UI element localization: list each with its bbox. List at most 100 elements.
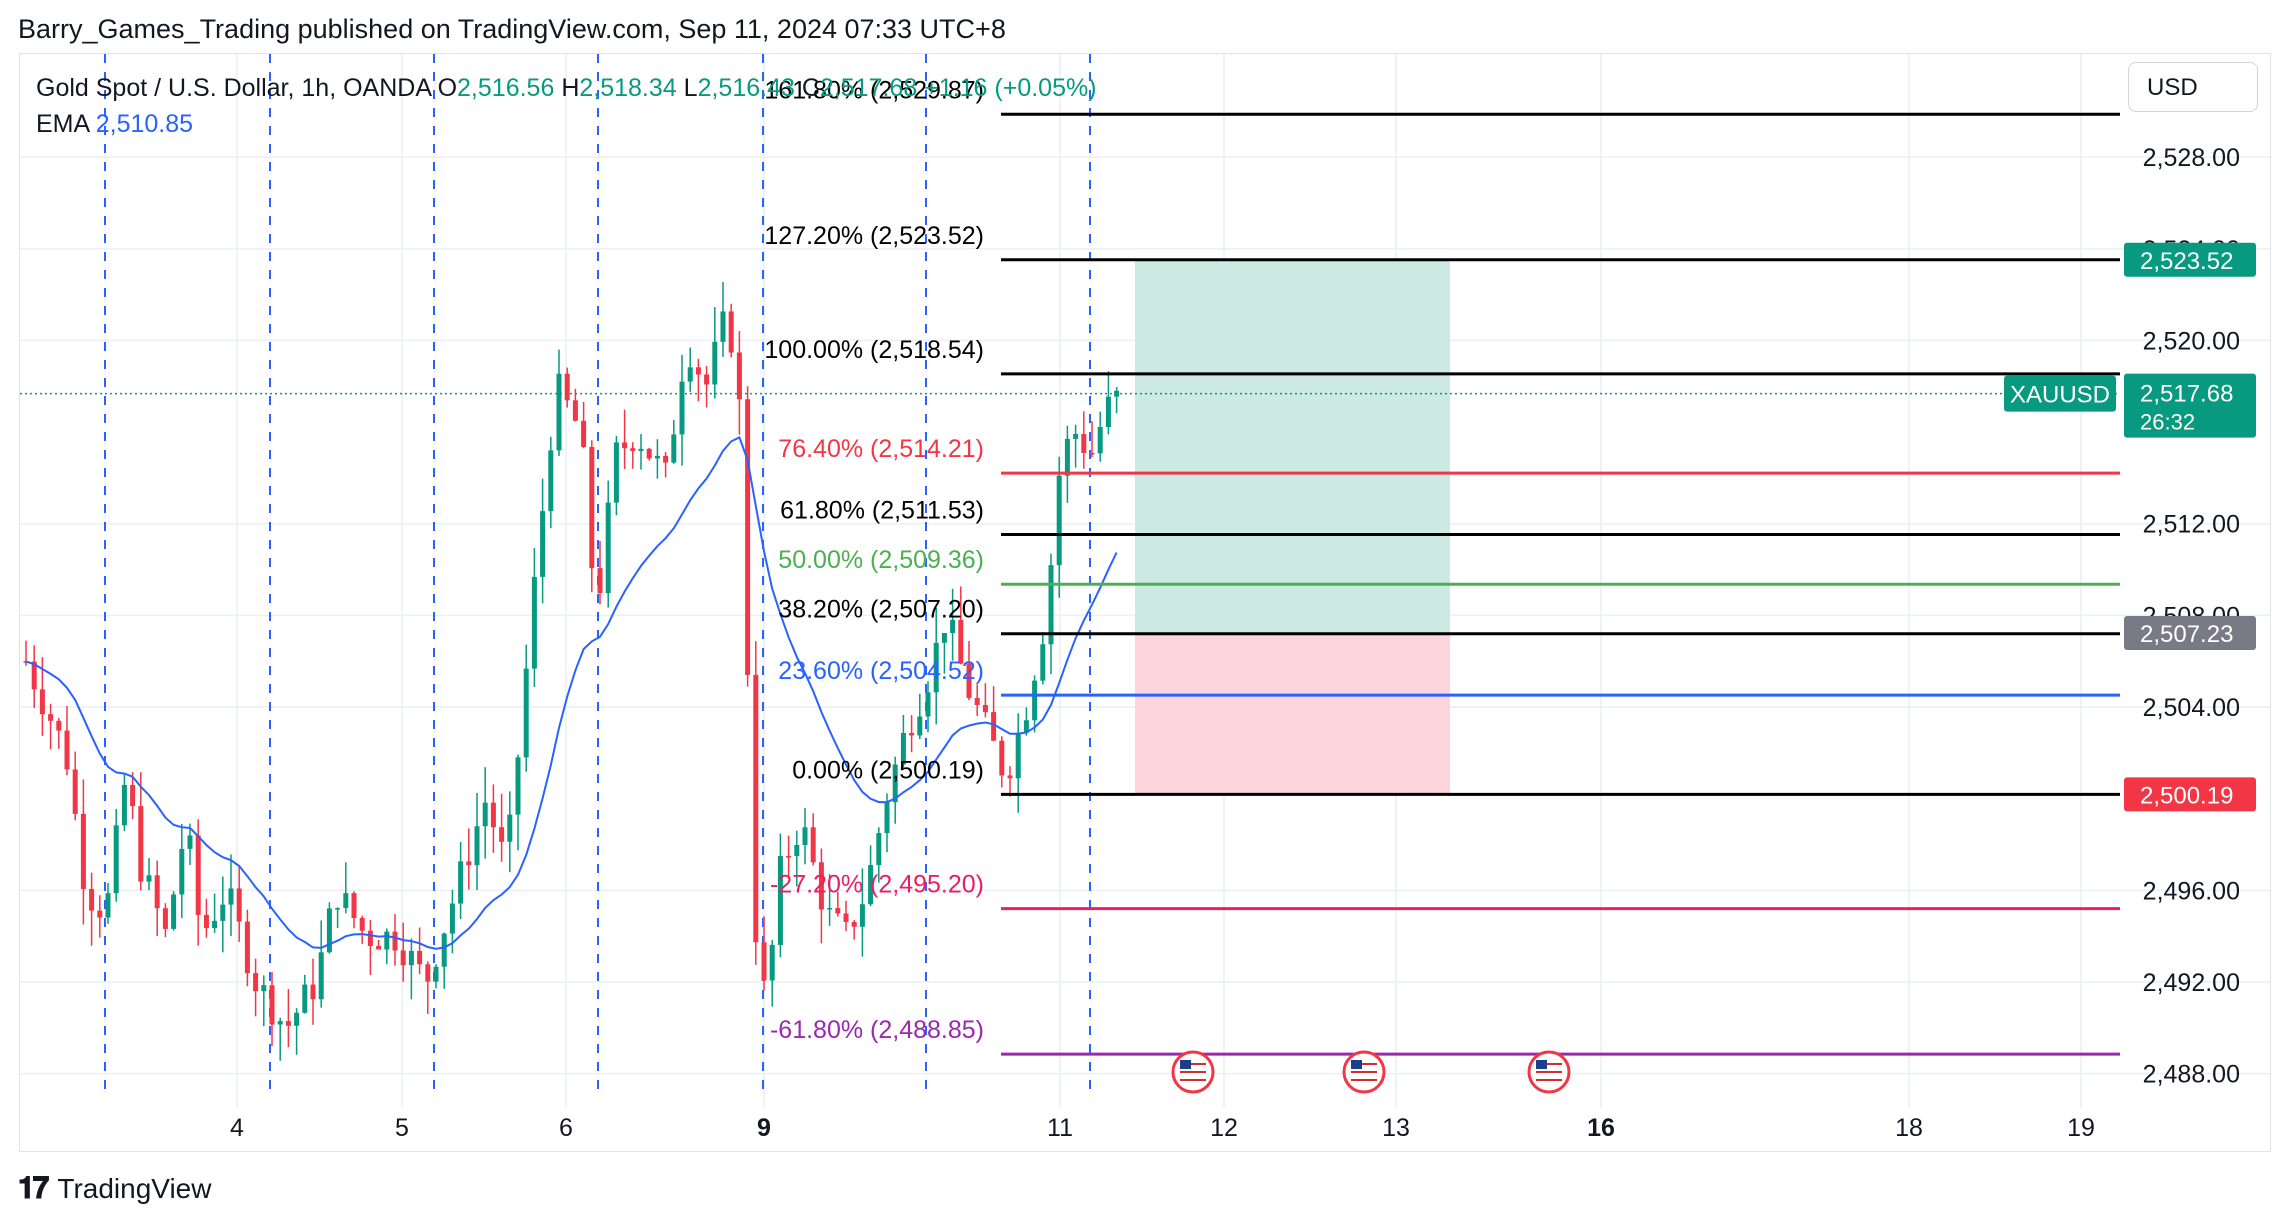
- candle-body: [384, 931, 390, 950]
- candle-body: [794, 844, 800, 857]
- candle-body: [687, 367, 693, 382]
- close-value: 2,517.68: [819, 74, 918, 102]
- tradingview-logo-icon: 𝟏𝟕: [18, 1172, 49, 1205]
- us-flag-icon[interactable]: [1342, 1050, 1386, 1094]
- candle-body: [318, 952, 324, 1000]
- candle-body: [605, 502, 611, 594]
- candle-body: [802, 827, 808, 845]
- candle-body: [1089, 452, 1095, 455]
- candle-body: [827, 908, 833, 910]
- ema-line: [25, 436, 1118, 950]
- flag-stripe: [1180, 1071, 1206, 1073]
- candle-body: [376, 946, 382, 950]
- candle-body: [400, 950, 406, 966]
- flag-stripe: [1180, 1079, 1206, 1081]
- candle-body: [556, 373, 562, 451]
- candle-body: [310, 984, 316, 1000]
- flag-stripe: [1536, 1067, 1562, 1069]
- chart-frame: [19, 53, 2271, 1152]
- candle-body: [950, 619, 956, 634]
- candle-body: [999, 740, 1005, 776]
- candle-body: [843, 913, 849, 922]
- symbol-title[interactable]: Gold Spot / U.S. Dollar, 1h, OANDA: [36, 74, 431, 102]
- flag-stripe: [1351, 1067, 1377, 1069]
- candle-body: [179, 848, 185, 895]
- flag-stripe: [1180, 1075, 1206, 1077]
- flag-canton: [1351, 1060, 1362, 1069]
- us-flag-icon[interactable]: [1527, 1050, 1571, 1094]
- time-tick-label: 12: [1210, 1114, 1238, 1142]
- candle-body: [507, 814, 513, 842]
- candle-body: [786, 855, 792, 858]
- ema-label[interactable]: EMA: [36, 110, 89, 138]
- event-flags: [1171, 1050, 1571, 1094]
- candle-body: [900, 732, 906, 765]
- candle-body: [187, 835, 193, 849]
- flag-stripe: [1180, 1063, 1206, 1065]
- us-flag-icon[interactable]: [1171, 1050, 1215, 1094]
- candle-body: [851, 921, 857, 927]
- candle-body: [531, 576, 537, 669]
- candle-body: [753, 674, 759, 943]
- fib-level-label: 23.60% (2,504.52): [778, 657, 984, 685]
- candle-body: [285, 1021, 291, 1026]
- candle-body: [1048, 565, 1054, 645]
- candle-body: [679, 381, 685, 435]
- candle-body: [277, 1021, 283, 1025]
- fib-level-label: 61.80% (2,511.53): [780, 496, 984, 524]
- candle-body: [818, 862, 824, 910]
- candle-body: [220, 904, 226, 921]
- low-label: L: [683, 74, 698, 102]
- candle-body: [1040, 644, 1046, 681]
- candle-body: [712, 341, 718, 385]
- tradingview-logo[interactable]: 𝟏𝟕 TradingView: [18, 1172, 211, 1206]
- ema-value: 2,510.85: [95, 110, 194, 138]
- candle-body: [80, 813, 86, 889]
- flag-stripe: [1351, 1063, 1377, 1065]
- price-tick-label: 2,504.00: [2143, 694, 2240, 722]
- candle-body: [572, 400, 578, 421]
- fib-level-label: -61.80% (2,488.85): [770, 1016, 984, 1044]
- flag-stripe: [1536, 1075, 1562, 1077]
- candle-body: [48, 714, 54, 721]
- ema-row: EMA 2,510.85: [36, 106, 1097, 142]
- open-label: O: [437, 74, 458, 102]
- candle-body: [1073, 433, 1079, 439]
- candle-body: [1023, 720, 1029, 733]
- candle-body: [1015, 732, 1021, 779]
- price-tick-label: 2,520.00: [2143, 327, 2240, 355]
- candle-body: [884, 802, 890, 834]
- candle-body: [302, 984, 308, 1013]
- price-tag-label: 2,523.52: [2140, 248, 2233, 275]
- candle-body: [64, 730, 70, 770]
- fib-level-label: 161.80% (2,529.87): [764, 76, 984, 104]
- fib-level-label: 100.00% (2,518.54): [764, 336, 984, 364]
- candle-body: [1032, 680, 1038, 721]
- time-tick-label: 11: [1047, 1114, 1073, 1142]
- candle-body: [441, 933, 447, 967]
- candle-body: [515, 757, 521, 815]
- symbol-price-tag: [2004, 375, 2116, 412]
- candle-body: [810, 827, 816, 863]
- candle-body: [367, 930, 373, 947]
- chart-legend: Gold Spot / U.S. Dollar, 1h, OANDA O 2,51…: [36, 70, 1097, 142]
- candle-body: [162, 908, 168, 929]
- candle-body: [89, 888, 95, 911]
- candle-body: [458, 861, 464, 904]
- time-tick-label: 13: [1382, 1114, 1410, 1142]
- candle-body: [203, 914, 209, 929]
- candle-body: [335, 908, 341, 910]
- fib-level-label: 76.40% (2,514.21): [778, 435, 984, 463]
- candle-body: [1081, 433, 1087, 453]
- time-axis: 4 5 6 9 11 12 13 16 18 19: [230, 1114, 2095, 1142]
- candle-body: [695, 367, 701, 375]
- last-price-value: 2,517.68: [2140, 381, 2233, 408]
- candle-body: [777, 855, 783, 945]
- currency-button[interactable]: USD: [2128, 62, 2258, 112]
- candle-body: [31, 661, 37, 690]
- close-label: C: [801, 74, 820, 102]
- candle-body: [171, 894, 177, 929]
- candle-body: [1007, 775, 1013, 779]
- candle-body: [490, 802, 496, 828]
